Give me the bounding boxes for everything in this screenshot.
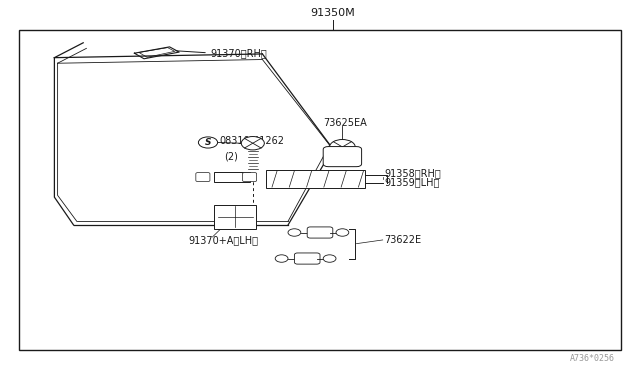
Text: 91370〈RH〉: 91370〈RH〉 xyxy=(210,48,267,58)
Bar xyxy=(214,172,250,182)
FancyBboxPatch shape xyxy=(196,173,210,182)
Text: 91370+A〈LH〉: 91370+A〈LH〉 xyxy=(189,235,259,245)
Text: 73625EA: 73625EA xyxy=(323,118,367,128)
Bar xyxy=(19,30,621,350)
Circle shape xyxy=(330,140,355,154)
Circle shape xyxy=(241,137,264,150)
Circle shape xyxy=(275,255,288,262)
Circle shape xyxy=(336,229,349,236)
Bar xyxy=(214,205,256,229)
Text: 08310-41262: 08310-41262 xyxy=(220,137,285,146)
FancyBboxPatch shape xyxy=(307,227,333,238)
Text: A736*0256: A736*0256 xyxy=(570,354,614,363)
Text: S: S xyxy=(205,138,211,147)
Text: 91359〈LH〉: 91359〈LH〉 xyxy=(384,177,440,187)
FancyBboxPatch shape xyxy=(243,173,257,182)
Bar xyxy=(266,170,365,188)
Text: 91350M: 91350M xyxy=(310,8,355,18)
Circle shape xyxy=(288,229,301,236)
Text: 91358〈RH〉: 91358〈RH〉 xyxy=(384,168,441,178)
Circle shape xyxy=(323,255,336,262)
Text: (2): (2) xyxy=(224,152,238,161)
FancyBboxPatch shape xyxy=(323,147,362,167)
FancyBboxPatch shape xyxy=(294,253,320,264)
Circle shape xyxy=(198,137,218,148)
Text: 73622E: 73622E xyxy=(384,235,421,245)
